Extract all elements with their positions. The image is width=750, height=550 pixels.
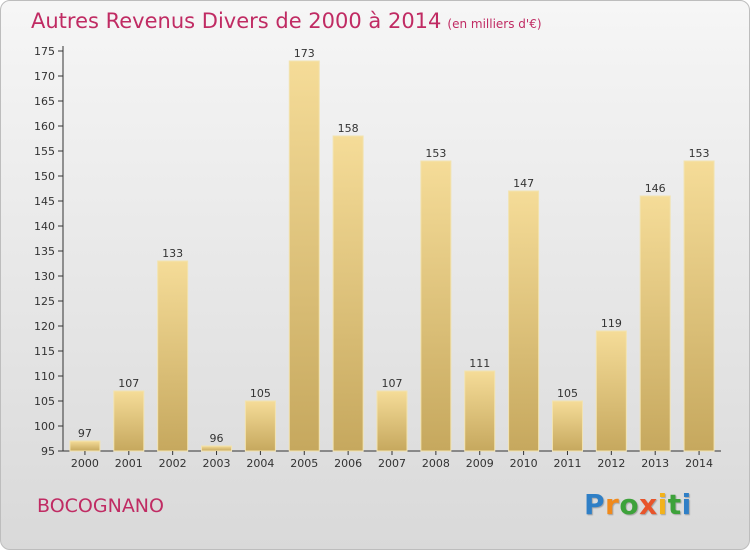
x-tick-label: 2011 <box>553 457 581 470</box>
bar-value-label: 96 <box>210 432 224 445</box>
bar <box>113 390 145 452</box>
bar <box>551 400 583 452</box>
bar-value-label: 173 <box>294 47 315 60</box>
logo-letter: P <box>584 488 606 521</box>
logo-letter: o <box>619 488 640 521</box>
y-tick-label: 110 <box>34 370 55 383</box>
bar <box>464 370 496 452</box>
bar <box>595 330 627 452</box>
bar-value-label: 107 <box>382 377 403 390</box>
x-tick-label: 2004 <box>246 457 274 470</box>
bar <box>376 390 408 452</box>
bar-value-label: 105 <box>250 387 271 400</box>
x-tick-label: 2000 <box>71 457 99 470</box>
x-tick-label: 2012 <box>597 457 625 470</box>
bar <box>69 440 101 452</box>
bar-value-label: 147 <box>513 177 534 190</box>
bar-value-label: 119 <box>601 317 622 330</box>
x-tick-label: 2005 <box>290 457 318 470</box>
y-tick-label: 170 <box>34 70 55 83</box>
y-tick-label: 100 <box>34 420 55 433</box>
x-tick-label: 2014 <box>685 457 713 470</box>
logo-letter: i <box>657 488 668 521</box>
bar <box>639 195 671 452</box>
y-tick-label: 145 <box>34 195 55 208</box>
y-tick-label: 95 <box>41 445 55 458</box>
bar <box>244 400 276 452</box>
y-tick-label: 105 <box>34 395 55 408</box>
place-name: BOCOGNANO <box>37 495 164 517</box>
bar-value-label: 107 <box>118 377 139 390</box>
y-tick-label: 160 <box>34 120 55 133</box>
logo-letter: t <box>667 488 682 521</box>
x-tick-label: 2007 <box>378 457 406 470</box>
x-tick-label: 2002 <box>159 457 187 470</box>
bar-value-label: 158 <box>338 122 359 135</box>
chart-subtitle: (en milliers d'€) <box>447 17 542 31</box>
x-tick-label: 2013 <box>641 457 669 470</box>
x-tick-label: 2001 <box>115 457 143 470</box>
logo-letter: r <box>605 488 620 521</box>
logo-letter: x <box>639 488 658 521</box>
chart-title: Autres Revenus Divers de 2000 à 2014 (en … <box>31 9 542 33</box>
y-tick-label: 130 <box>34 270 55 283</box>
proxiti-logo: Proxiti <box>584 488 692 521</box>
bar <box>288 60 320 452</box>
y-tick-label: 175 <box>34 45 55 58</box>
x-tick-label: 2006 <box>334 457 362 470</box>
y-tick-label: 165 <box>34 95 55 108</box>
y-tick-label: 125 <box>34 295 55 308</box>
bar-value-label: 97 <box>78 427 92 440</box>
x-tick-label: 2008 <box>422 457 450 470</box>
bar <box>420 160 452 452</box>
y-tick-label: 140 <box>34 220 55 233</box>
bar <box>332 135 364 452</box>
bar-value-label: 111 <box>469 357 490 370</box>
y-tick-label: 155 <box>34 145 55 158</box>
x-tick-label: 2003 <box>203 457 231 470</box>
bar <box>683 160 715 452</box>
x-tick-label: 2010 <box>510 457 538 470</box>
x-tick-label: 2009 <box>466 457 494 470</box>
bar-value-label: 153 <box>425 147 446 160</box>
bar-value-label: 133 <box>162 247 183 260</box>
y-tick-label: 115 <box>34 345 55 358</box>
bar-value-label: 105 <box>557 387 578 400</box>
y-tick-label: 120 <box>34 320 55 333</box>
bar <box>201 445 233 452</box>
y-tick-label: 150 <box>34 170 55 183</box>
bar <box>157 260 189 452</box>
chart-title-text: Autres Revenus Divers de 2000 à 2014 <box>31 9 442 33</box>
bar <box>508 190 540 452</box>
bar-value-label: 153 <box>689 147 710 160</box>
y-tick-label: 135 <box>34 245 55 258</box>
bar-value-label: 146 <box>645 182 666 195</box>
logo-letter: i <box>681 488 692 521</box>
